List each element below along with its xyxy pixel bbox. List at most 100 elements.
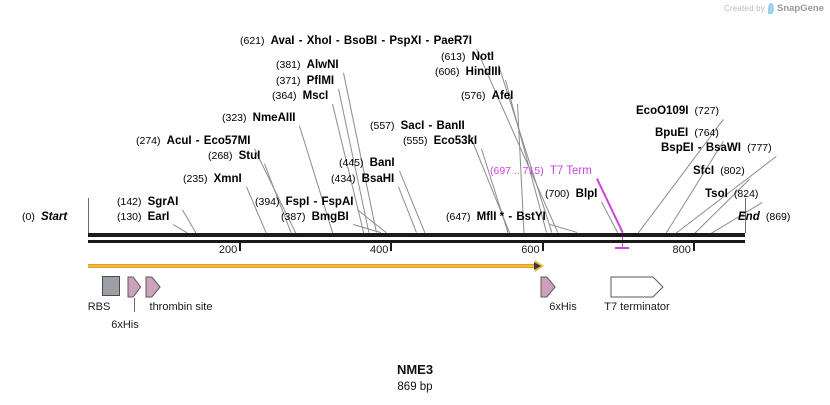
leader-line-hindiii xyxy=(505,79,548,233)
ruler-label-400: 400 xyxy=(370,244,389,256)
enzyme-separator: - xyxy=(425,120,436,132)
enzyme-label-stui[interactable]: (268) StuI xyxy=(208,150,260,162)
enzyme-name: AcuI xyxy=(166,135,192,147)
enzyme-label-eco53ki[interactable]: (555) Eco53kI xyxy=(403,135,478,147)
enzyme-names: PflMI xyxy=(307,75,334,87)
enzyme-label-bspei-bsawi[interactable]: BspEI - BsaWI (777) xyxy=(661,142,772,154)
feature-label-rbs[interactable]: RBS xyxy=(87,301,111,313)
enzyme-label-avai-group[interactable]: (621) AvaI - XhoI - BsoBI - PspXI - PaeR… xyxy=(240,35,472,47)
enzyme-names: MflI * - BstYI xyxy=(477,211,546,223)
start-tick xyxy=(88,198,89,233)
enzyme-names: XmnI xyxy=(214,173,242,185)
snapgene-attribution: Created by SnapGene xyxy=(724,3,824,14)
feature-glyph-t7-terminator[interactable] xyxy=(610,276,665,298)
leader-line-sgrai xyxy=(182,209,197,233)
enzyme-position: (381) xyxy=(276,59,301,71)
enzyme-label-mfli-bstyi[interactable]: (647) MflI * - BstYI xyxy=(446,211,546,223)
attribution-prefix: Created by xyxy=(723,4,765,13)
enzyme-position: (700) xyxy=(545,188,570,200)
enzyme-position: (371) xyxy=(276,75,301,87)
feature-label-t7-terminator[interactable]: T7 terminator xyxy=(604,301,670,313)
ruler-label-600: 600 xyxy=(521,244,540,256)
enzyme-name: BanII xyxy=(436,120,465,132)
enzyme-label-blpi[interactable]: (700) BlpI xyxy=(545,188,597,200)
enzyme-position: (323) xyxy=(222,112,247,124)
feature-label-6xhis-n[interactable]: 6xHis xyxy=(111,319,139,331)
enzyme-label-hindiii[interactable]: (606) HindIII xyxy=(435,66,501,78)
ruler-tick-800 xyxy=(692,243,695,251)
feature-glyph-6xhis-c[interactable] xyxy=(540,276,557,298)
enzyme-label-saci-banii[interactable]: (557) SacI - BanII xyxy=(370,120,465,132)
sequence-backbone-top xyxy=(88,233,745,237)
enzyme-name: Eco53kI xyxy=(433,135,478,147)
enzyme-label-acui-eco57mi[interactable]: (274) AcuI - Eco57MI xyxy=(136,135,250,147)
leader-line-alwni xyxy=(343,72,378,233)
feature-glyph-6xhis-n[interactable] xyxy=(127,276,143,298)
enzyme-label-earI[interactable]: (130) EarI xyxy=(117,211,170,223)
enzyme-position: (697 .. 715) xyxy=(490,165,544,177)
enzyme-name: HindIII xyxy=(465,66,501,78)
enzyme-position: (764) xyxy=(694,127,719,139)
enzyme-label-pflmi[interactable]: (371) PflMI xyxy=(276,75,334,87)
enzyme-name: XhoI xyxy=(306,35,332,47)
enzyme-name: SgrAI xyxy=(147,196,179,208)
enzyme-names: BspEI - BsaWI xyxy=(661,142,741,154)
feature-label-6xhis-c[interactable]: 6xHis xyxy=(549,301,577,313)
enzyme-names: EarI xyxy=(148,211,170,223)
enzyme-label-sgrai[interactable]: (142) SgrAI xyxy=(117,196,179,208)
feature-glyph-thrombin[interactable] xyxy=(145,276,162,298)
enzyme-separator: - xyxy=(505,211,516,223)
enzyme-name: BmgBI xyxy=(311,211,349,223)
leader-line-t7term xyxy=(596,178,624,233)
enzyme-names: EcoO109I xyxy=(636,105,688,117)
enzyme-label-sfci[interactable]: SfcI (802) xyxy=(693,165,745,177)
enzyme-position: (130) xyxy=(117,211,142,223)
enzyme-separator: - xyxy=(694,142,705,154)
enzyme-names: SfcI xyxy=(693,165,714,177)
feature-glyph-rbs[interactable] xyxy=(101,276,120,296)
orf-bar[interactable] xyxy=(88,264,536,268)
enzyme-label-xmni[interactable]: (235) XmnI xyxy=(183,173,242,185)
enzyme-position: (445) xyxy=(339,157,364,169)
enzyme-names: SgrAI xyxy=(148,196,179,208)
terminal-label-end[interactable]: End (869) xyxy=(738,211,790,223)
enzyme-name: SfcI xyxy=(693,165,715,177)
enzyme-name: EarI xyxy=(147,211,170,223)
enzyme-label-nmeaiii[interactable]: (323) NmeAIII xyxy=(222,112,296,124)
enzyme-label-bpuei[interactable]: BpuEI (764) xyxy=(655,127,719,139)
enzyme-name: NmeAIII xyxy=(252,112,296,124)
enzyme-label-alwni[interactable]: (381) AlwNI xyxy=(276,59,339,71)
orf-arrowhead-inner xyxy=(533,261,541,270)
enzyme-label-bmgbi[interactable]: (387) BmgBI xyxy=(281,211,349,223)
enzyme-names: BsaHI xyxy=(362,173,395,185)
enzyme-label-ecoo109i[interactable]: EcoO109I (727) xyxy=(636,105,719,117)
enzyme-names: T7 Term xyxy=(550,165,592,177)
ruler-tick-400 xyxy=(390,243,393,251)
terminal-label-start[interactable]: (0) Start xyxy=(22,211,67,223)
enzyme-position: (576) xyxy=(461,90,486,102)
enzyme-label-afei[interactable]: (576) AfeI xyxy=(461,90,513,102)
leader-line-mfli-bstyi xyxy=(550,224,578,233)
enzyme-name: BanI xyxy=(369,157,395,169)
enzyme-names: BanI xyxy=(370,157,395,169)
enzyme-label-banI[interactable]: (445) BanI xyxy=(339,157,395,169)
enzyme-names: NmeAIII xyxy=(253,112,296,124)
enzyme-position: (364) xyxy=(272,90,297,102)
enzyme-names: NotI xyxy=(472,51,494,63)
enzyme-label-noti[interactable]: (613) NotI xyxy=(441,51,494,63)
enzyme-label-fspi-fspai[interactable]: (394) FspI - FspAI xyxy=(255,196,354,208)
feature-tick-6xhis-n xyxy=(134,298,136,312)
feature-label-thrombin[interactable]: thrombin site xyxy=(149,301,213,313)
enzyme-name: NotI xyxy=(471,51,494,63)
enzyme-name: SacI xyxy=(400,120,425,132)
enzyme-name: MflI * xyxy=(476,211,505,223)
enzyme-name: T7 Term xyxy=(549,165,592,177)
enzyme-label-tsoi[interactable]: TsoI (824) xyxy=(705,188,758,200)
enzyme-name: MscI xyxy=(302,90,329,102)
enzyme-names: FspI - FspAI xyxy=(286,196,354,208)
enzyme-label-bsahi[interactable]: (434) BsaHI xyxy=(331,173,395,185)
enzyme-label-t7term[interactable]: (697 .. 715) T7 Term xyxy=(490,165,592,177)
enzyme-label-msci[interactable]: (364) MscI xyxy=(272,90,329,102)
enzyme-names: AvaI - XhoI - BsoBI - PspXI - PaeR7I xyxy=(271,35,472,47)
enzyme-position: (434) xyxy=(331,173,356,185)
